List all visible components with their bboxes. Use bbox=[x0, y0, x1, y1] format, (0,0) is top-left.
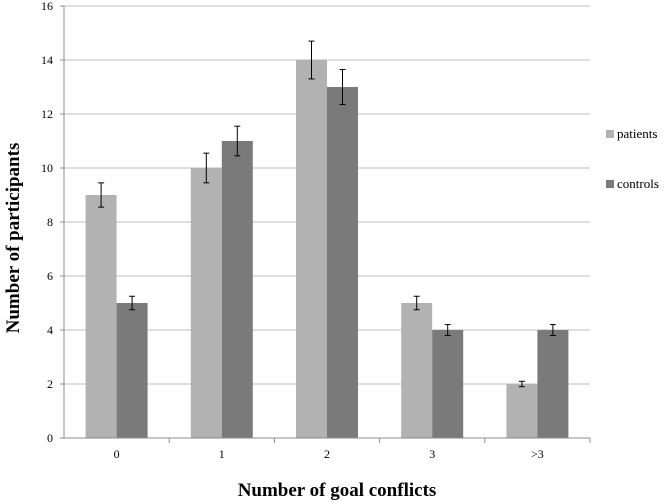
legend-swatch-patients bbox=[606, 130, 614, 138]
x-tick-label: 0 bbox=[114, 447, 120, 461]
y-tick-label: 10 bbox=[41, 161, 53, 175]
legend-swatch-controls bbox=[606, 180, 614, 188]
bar-controls bbox=[537, 330, 569, 438]
bar-patients bbox=[85, 195, 117, 438]
bar-patients bbox=[190, 168, 222, 438]
y-tick-label: 6 bbox=[47, 269, 53, 283]
x-tick-labels: 0 1 2 3 >3 bbox=[114, 447, 544, 461]
y-tick-label: 2 bbox=[47, 377, 53, 391]
y-axis-title: Number of participants bbox=[3, 143, 24, 334]
bar-patients bbox=[401, 303, 433, 438]
legend-label-controls: controls bbox=[617, 176, 659, 191]
y-tick-label: 4 bbox=[47, 323, 53, 337]
y-tick-label: 12 bbox=[41, 107, 53, 121]
x-tick-label: 1 bbox=[219, 447, 225, 461]
y-tick-label: 0 bbox=[47, 431, 53, 445]
axes bbox=[60, 5, 591, 443]
y-tick-label: 14 bbox=[41, 53, 53, 67]
x-tick-label: >3 bbox=[531, 447, 544, 461]
bar-controls bbox=[432, 330, 464, 438]
legend: patients controls bbox=[606, 126, 659, 191]
bar-controls bbox=[221, 141, 253, 438]
bars bbox=[85, 60, 569, 438]
bar-controls bbox=[327, 87, 358, 438]
bar-controls bbox=[116, 303, 148, 438]
x-tick-label: 2 bbox=[324, 447, 330, 461]
bar-patients bbox=[296, 60, 327, 438]
error-bars bbox=[98, 40, 556, 388]
x-tick-label: 3 bbox=[429, 447, 435, 461]
y-tick-label: 16 bbox=[41, 0, 53, 13]
x-axis-title: Number of goal conflicts bbox=[238, 480, 437, 501]
legend-label-patients: patients bbox=[617, 126, 657, 141]
y-tick-labels: 0 2 4 6 8 10 12 14 16 bbox=[41, 0, 53, 445]
y-tick-label: 8 bbox=[47, 215, 53, 229]
bar-patients bbox=[506, 384, 538, 438]
